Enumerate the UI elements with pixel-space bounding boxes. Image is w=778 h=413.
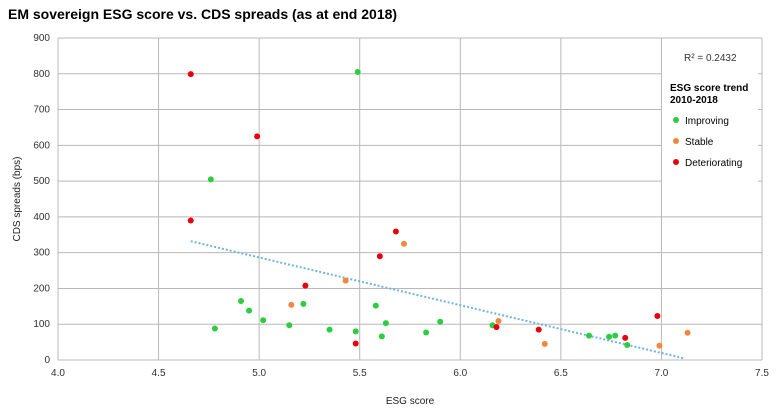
data-point bbox=[376, 253, 383, 260]
x-tick-label: 7.0 bbox=[654, 368, 668, 379]
y-tick-label: 0 bbox=[44, 355, 50, 366]
legend-marker bbox=[673, 159, 679, 165]
legend-marker bbox=[673, 138, 679, 144]
x-tick-label: 6.5 bbox=[554, 368, 568, 379]
x-axis-label: ESG score bbox=[386, 396, 435, 407]
data-point bbox=[260, 317, 267, 324]
chart-title: EM sovereign ESG score vs. CDS spreads (… bbox=[8, 6, 398, 22]
data-point bbox=[535, 326, 542, 333]
data-point bbox=[211, 325, 218, 332]
y-axis-label: CDS spreads (bps) bbox=[12, 156, 23, 241]
y-tick-label: 600 bbox=[33, 140, 50, 151]
x-tick-label: 5.0 bbox=[252, 368, 266, 379]
data-point bbox=[187, 71, 194, 78]
data-point bbox=[238, 297, 245, 304]
legend-entry: Improving bbox=[685, 116, 729, 127]
data-point bbox=[378, 333, 385, 340]
data-point bbox=[656, 342, 663, 349]
y-tick-label: 800 bbox=[33, 69, 50, 80]
data-point bbox=[382, 320, 389, 327]
x-tick-label: 6.0 bbox=[453, 368, 467, 379]
data-point bbox=[437, 318, 444, 325]
data-point bbox=[288, 301, 295, 308]
grid-lines bbox=[57, 37, 763, 361]
y-tick-label: 900 bbox=[33, 33, 50, 44]
legend-entry: Deteriorating bbox=[685, 158, 742, 169]
y-tick-label: 200 bbox=[33, 283, 50, 294]
data-point bbox=[246, 307, 253, 314]
data-point bbox=[354, 68, 361, 75]
data-point bbox=[300, 300, 307, 307]
data-point bbox=[684, 329, 691, 336]
data-point bbox=[622, 334, 629, 341]
legend-marker bbox=[673, 117, 679, 123]
data-point bbox=[654, 312, 661, 319]
data-point bbox=[392, 228, 399, 235]
data-point bbox=[586, 332, 593, 339]
data-points bbox=[187, 68, 691, 349]
data-point bbox=[495, 318, 502, 325]
y-tick-label: 100 bbox=[33, 319, 50, 330]
data-point bbox=[423, 329, 430, 336]
data-point bbox=[352, 328, 359, 335]
y-tick-label: 300 bbox=[33, 248, 50, 259]
tick-labels: 0 100 200 300 400 500 600 700 800 900 4.0 4.5 5.0 5.5… bbox=[33, 33, 769, 379]
data-point bbox=[342, 277, 349, 284]
legend-box bbox=[662, 42, 758, 182]
data-point bbox=[493, 324, 500, 331]
y-tick-label: 500 bbox=[33, 176, 50, 187]
data-point bbox=[286, 322, 293, 329]
data-point bbox=[606, 333, 613, 340]
y-tick-label: 400 bbox=[33, 212, 50, 223]
legend: Improving Stable Deteriorating bbox=[673, 116, 742, 169]
legend-title-line-2: 2010-2018 bbox=[670, 95, 718, 106]
data-point bbox=[302, 282, 309, 289]
x-tick-label: 4.5 bbox=[152, 368, 166, 379]
x-tick-label: 7.5 bbox=[755, 368, 769, 379]
data-point bbox=[326, 326, 333, 333]
data-point bbox=[352, 340, 359, 347]
data-point bbox=[372, 302, 379, 309]
trendline bbox=[190, 240, 684, 360]
data-point bbox=[400, 240, 407, 247]
data-point bbox=[207, 176, 214, 183]
r-squared-label: R² = 0.2432 bbox=[684, 53, 737, 64]
x-tick-label: 4.0 bbox=[51, 368, 65, 379]
y-tick-label: 700 bbox=[33, 105, 50, 116]
data-point bbox=[624, 341, 631, 348]
data-point bbox=[541, 340, 548, 347]
data-point bbox=[187, 217, 194, 224]
legend-title-line-1: ESG score trend bbox=[670, 83, 748, 94]
legend-entry: Stable bbox=[685, 137, 714, 148]
x-tick-label: 5.5 bbox=[353, 368, 367, 379]
data-point bbox=[254, 133, 261, 140]
data-point bbox=[612, 332, 619, 339]
